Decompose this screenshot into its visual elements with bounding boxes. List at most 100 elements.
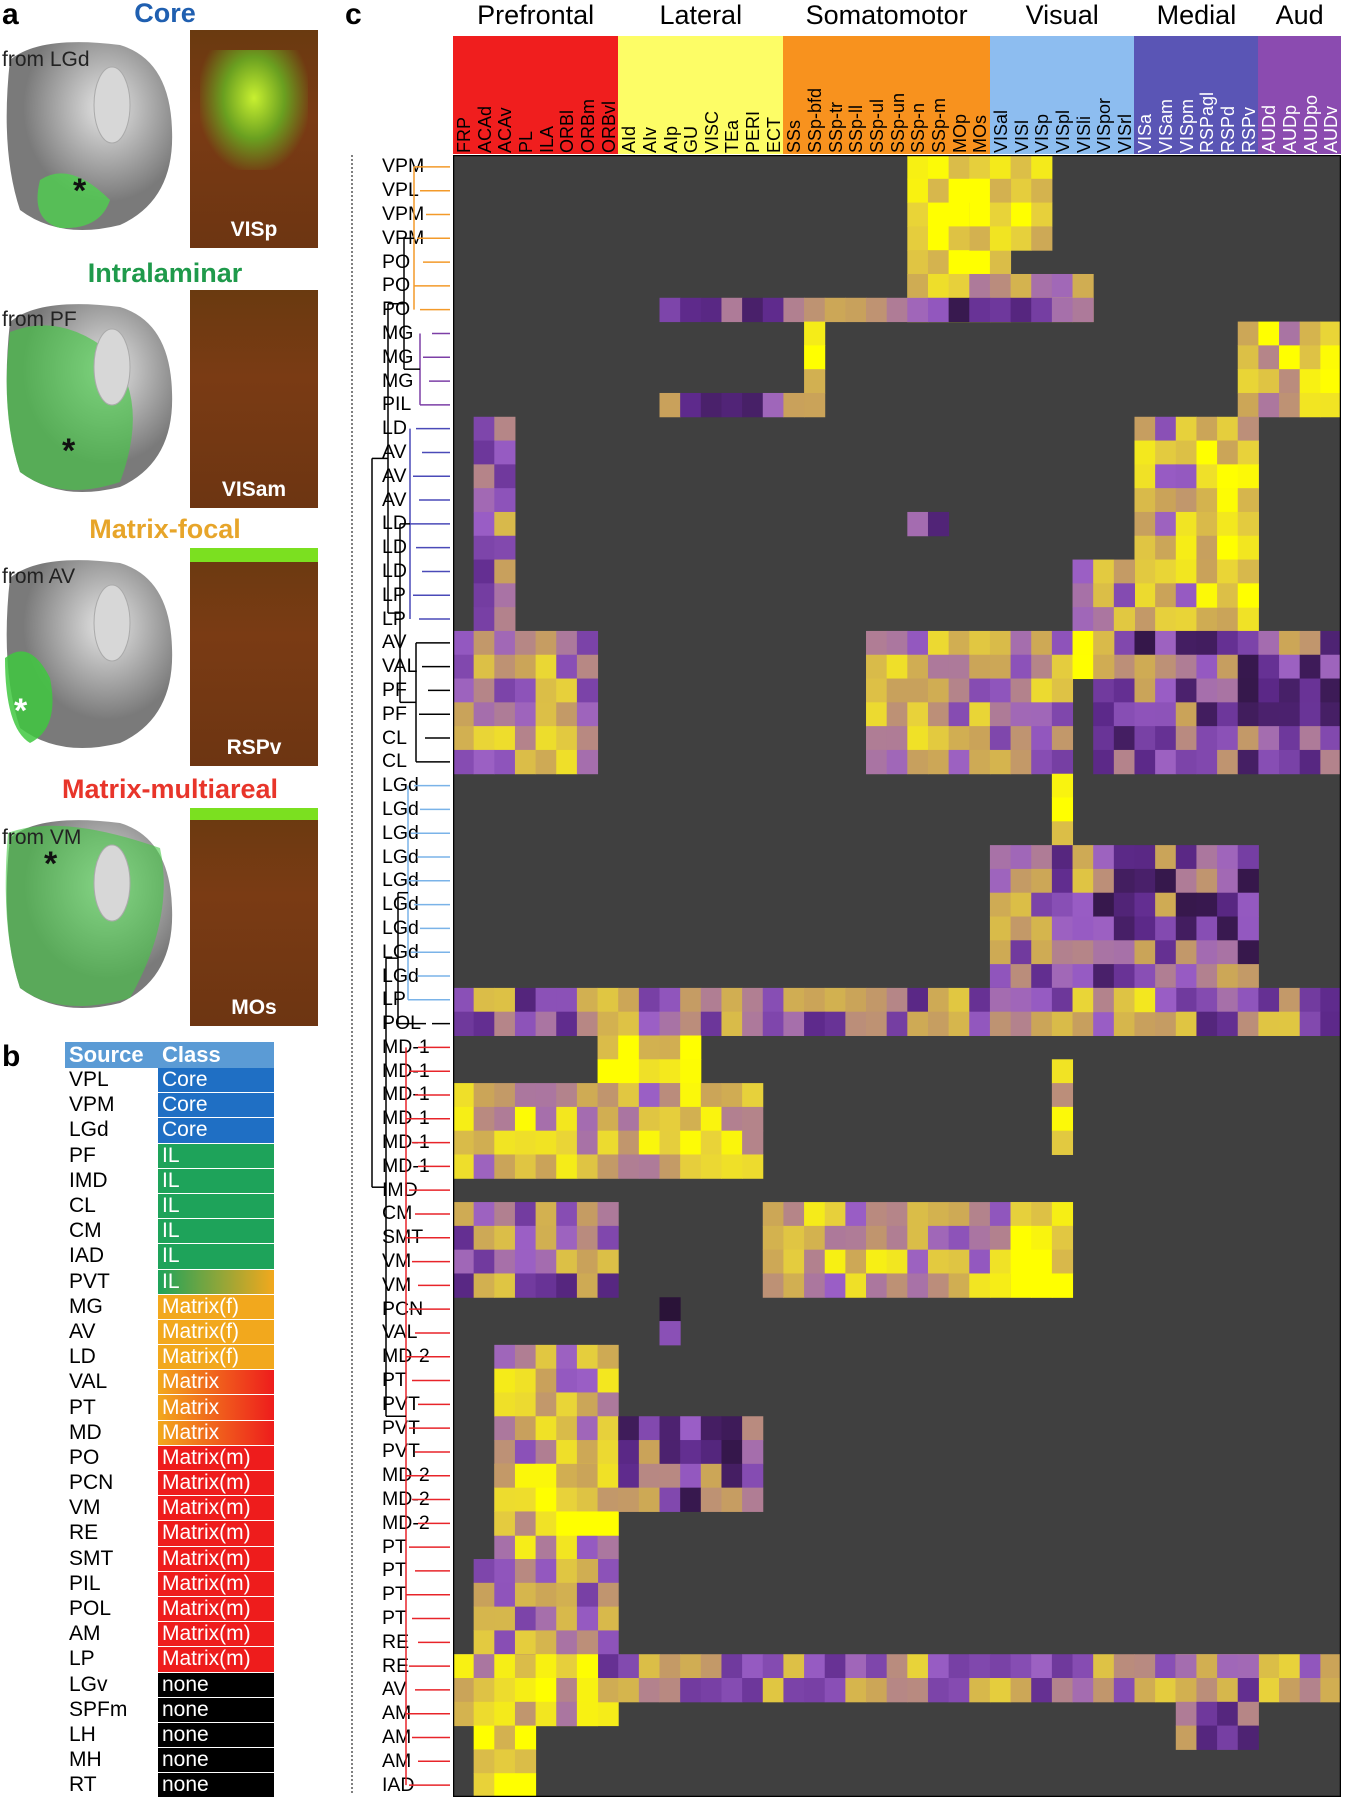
heatmap-cell <box>721 1083 743 1108</box>
heatmap-cell <box>989 250 1012 275</box>
heatmap-cell <box>1217 892 1239 918</box>
row-label: VM <box>382 1250 412 1273</box>
heatmap-cell <box>1175 1678 1197 1703</box>
heatmap-cell <box>1299 726 1321 751</box>
heatmap-cell <box>1134 654 1156 680</box>
heatmap-cell <box>535 1463 557 1489</box>
heatmap-cell <box>1010 155 1032 180</box>
region-label: Somatomotor <box>805 0 968 30</box>
heatmap-cell <box>1093 630 1115 656</box>
heatmap-cell <box>618 1416 640 1441</box>
heatmap-cell <box>556 1654 578 1679</box>
heatmap-cell <box>1031 654 1053 680</box>
heatmap-cell <box>989 1654 1012 1679</box>
heatmap-cell <box>1051 916 1074 941</box>
heatmap-cell <box>1175 511 1197 537</box>
heatmap-cell <box>556 1106 578 1132</box>
heatmap-cell <box>721 1416 743 1441</box>
source-cell: PIL <box>69 1571 101 1595</box>
table-row: IMD IL <box>65 1168 274 1194</box>
column-label: PL <box>515 130 536 153</box>
heatmap-cell <box>927 702 950 727</box>
heatmap-cell <box>927 1273 950 1298</box>
heatmap-cell <box>1299 321 1321 346</box>
heatmap-cell <box>514 749 537 775</box>
heatmap-cell <box>535 1154 557 1179</box>
heatmap-cell <box>742 1130 764 1155</box>
heatmap-cell <box>948 987 970 1013</box>
class-cell: Matrix(f) <box>158 1344 274 1371</box>
class-cell: Core <box>158 1117 274 1144</box>
heatmap-cell <box>886 654 908 680</box>
column-label: VISa <box>1135 113 1156 153</box>
heatmap-cell <box>1093 1011 1115 1036</box>
heatmap-cell <box>721 987 743 1013</box>
heatmap-cell <box>1155 511 1177 537</box>
heatmap-cell <box>1010 987 1032 1013</box>
heatmap-cell <box>494 1511 516 1536</box>
heatmap-cell <box>638 1154 661 1179</box>
heatmap-cell <box>866 749 888 775</box>
heatmap-cell <box>804 987 826 1013</box>
column-label: AUDp <box>1280 104 1301 153</box>
heatmap-cell <box>514 1535 537 1560</box>
heatmap-cell <box>1093 654 1115 680</box>
region-color-bar <box>989 36 1135 154</box>
heatmap-cell <box>1113 559 1135 584</box>
heatmap-cell <box>535 1511 557 1536</box>
heatmap-cell <box>494 416 516 442</box>
class-cell: none <box>158 1772 274 1799</box>
heatmap-cell <box>1258 1678 1280 1703</box>
heatmap-cell <box>804 1678 826 1703</box>
source-cell: IMD <box>69 1168 108 1192</box>
brain-3d-intralaminar-icon <box>6 304 173 492</box>
brain-3d-matrix-multiareal-icon <box>5 820 173 1008</box>
heatmap-cell <box>1217 940 1239 965</box>
heatmap-cell <box>1237 654 1259 680</box>
heatmap-cell <box>948 1225 970 1251</box>
heatmap-cell <box>1010 1654 1032 1679</box>
heatmap-cell <box>1134 1654 1156 1679</box>
heatmap-cell <box>535 630 557 656</box>
section-label-rspv: RSPv <box>226 736 282 759</box>
heatmap-cell <box>473 1582 495 1608</box>
heatmap <box>453 155 1341 1797</box>
heatmap-cell <box>494 1225 516 1251</box>
heatmap-cell <box>762 1202 784 1227</box>
heatmap-cell <box>494 1106 516 1132</box>
heatmap-cell <box>659 1059 681 1084</box>
source-cell: IAD <box>69 1244 105 1268</box>
heatmap-cell <box>1175 630 1197 656</box>
heatmap-cell <box>618 1678 640 1703</box>
column-label: VISli <box>1073 115 1094 153</box>
heatmap-cell <box>556 1083 578 1108</box>
heatmap-cell <box>535 1559 557 1584</box>
heatmap-cell <box>1279 345 1301 370</box>
heatmap-cell <box>948 1011 970 1036</box>
heatmap-cell <box>494 1487 516 1512</box>
heatmap-cell <box>1072 654 1094 680</box>
heatmap-cell <box>576 1701 599 1727</box>
row-label: LGd <box>382 869 419 892</box>
heatmap-cell <box>453 630 475 656</box>
heatmap-cell <box>473 702 495 727</box>
heatmap-cell <box>700 1654 722 1679</box>
heatmap-cell <box>556 1368 578 1393</box>
heatmap-cell <box>948 726 970 751</box>
heatmap-cell <box>1051 702 1074 727</box>
heatmap-cell <box>969 250 991 275</box>
row-label: MG <box>382 345 414 368</box>
heatmap-cell <box>514 1130 537 1155</box>
heatmap-cell <box>494 1678 516 1703</box>
column-label: ORBl <box>557 109 578 153</box>
heatmap-cell <box>1237 464 1259 489</box>
row-label: PT <box>382 1369 407 1392</box>
heatmap-cell <box>907 1249 929 1274</box>
heatmap-cell <box>969 178 991 204</box>
heatmap-cell <box>824 1654 846 1679</box>
heatmap-cell <box>907 155 929 180</box>
heatmap-cell <box>1134 607 1156 632</box>
heatmap-cell <box>1134 726 1156 751</box>
heatmap-cell <box>742 1416 764 1441</box>
heatmap-cell <box>659 392 681 418</box>
